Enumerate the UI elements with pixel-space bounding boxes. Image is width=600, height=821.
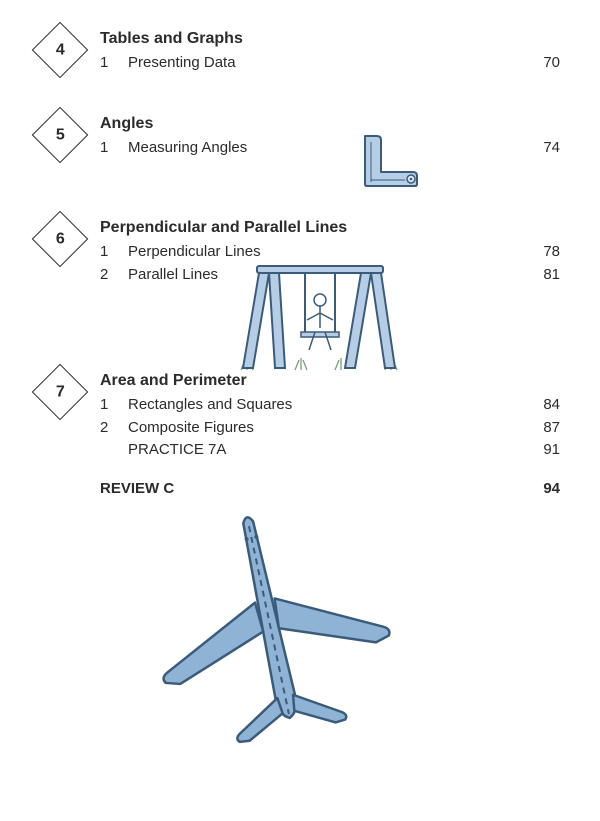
chapter-sub: 1 Presenting Data 70: [100, 52, 560, 75]
chapter-block: 6 Perpendicular and Parallel Lines 1 Per…: [40, 219, 560, 286]
chapter-title: Angles: [100, 115, 560, 133]
chapter-number: 6: [56, 230, 65, 248]
chapter-number: 5: [56, 126, 65, 144]
sub-page: 84: [520, 394, 560, 417]
sub-label: Perpendicular Lines: [128, 241, 520, 264]
chapter-title: Tables and Graphs: [100, 30, 560, 48]
chapter-sub: 1 Measuring Angles 74: [100, 137, 560, 160]
chapter-number-diamond: 5: [32, 106, 89, 163]
chapter-body: Angles 1 Measuring Angles 74: [100, 115, 560, 160]
review-page: 94: [520, 480, 560, 497]
sub-page: 87: [520, 417, 560, 440]
chapter-block: 5 Angles 1 Measuring Angles 74: [40, 115, 560, 160]
chapter-sub: 1 Perpendicular Lines 78: [100, 241, 560, 264]
chapter-title: Area and Perimeter: [100, 372, 560, 390]
chapter-body: Perpendicular and Parallel Lines 1 Perpe…: [100, 219, 560, 286]
sub-label: Rectangles and Squares: [128, 394, 520, 417]
sub-label: Parallel Lines: [128, 264, 520, 287]
sub-number: 2: [100, 417, 128, 440]
chapter-number: 7: [56, 383, 65, 401]
chapter-body: Area and Perimeter 1 Rectangles and Squa…: [100, 372, 560, 462]
airplane-icon: [140, 500, 400, 750]
sub-label: Measuring Angles: [128, 137, 520, 160]
chapter-number-diamond: 4: [32, 22, 89, 79]
sub-number: 1: [100, 394, 128, 417]
chapter-sub: 2 Parallel Lines 81: [100, 264, 560, 287]
sub-label: Presenting Data: [128, 52, 520, 75]
chapter-block: 4 Tables and Graphs 1 Presenting Data 70: [40, 30, 560, 75]
sub-number: 1: [100, 241, 128, 264]
chapter-number-diamond: 6: [32, 211, 89, 268]
sub-number: 1: [100, 52, 128, 75]
sub-page: 81: [520, 264, 560, 287]
sub-page: 91: [520, 439, 560, 462]
chapter-body: Tables and Graphs 1 Presenting Data 70: [100, 30, 560, 75]
chapter-sub: 1 Rectangles and Squares 84: [100, 394, 560, 417]
chapter-number: 4: [56, 41, 65, 59]
chapter-sub: 2 Composite Figures 87: [100, 417, 560, 440]
review-row: REVIEW C 94: [100, 480, 560, 497]
chapter-number-diamond: 7: [32, 364, 89, 421]
sub-number: 1: [100, 137, 128, 160]
sub-page: 70: [520, 52, 560, 75]
sub-number: 2: [100, 264, 128, 287]
sub-label: Composite Figures: [128, 417, 520, 440]
sub-page: 74: [520, 137, 560, 160]
chapter-sub: PRACTICE 7A 91: [100, 439, 560, 462]
chapter-block: 7 Area and Perimeter 1 Rectangles and Sq…: [40, 372, 560, 462]
review-label: REVIEW C: [100, 480, 520, 497]
sub-label: PRACTICE 7A: [128, 439, 520, 462]
sub-page: 78: [520, 241, 560, 264]
chapter-title: Perpendicular and Parallel Lines: [100, 219, 560, 237]
